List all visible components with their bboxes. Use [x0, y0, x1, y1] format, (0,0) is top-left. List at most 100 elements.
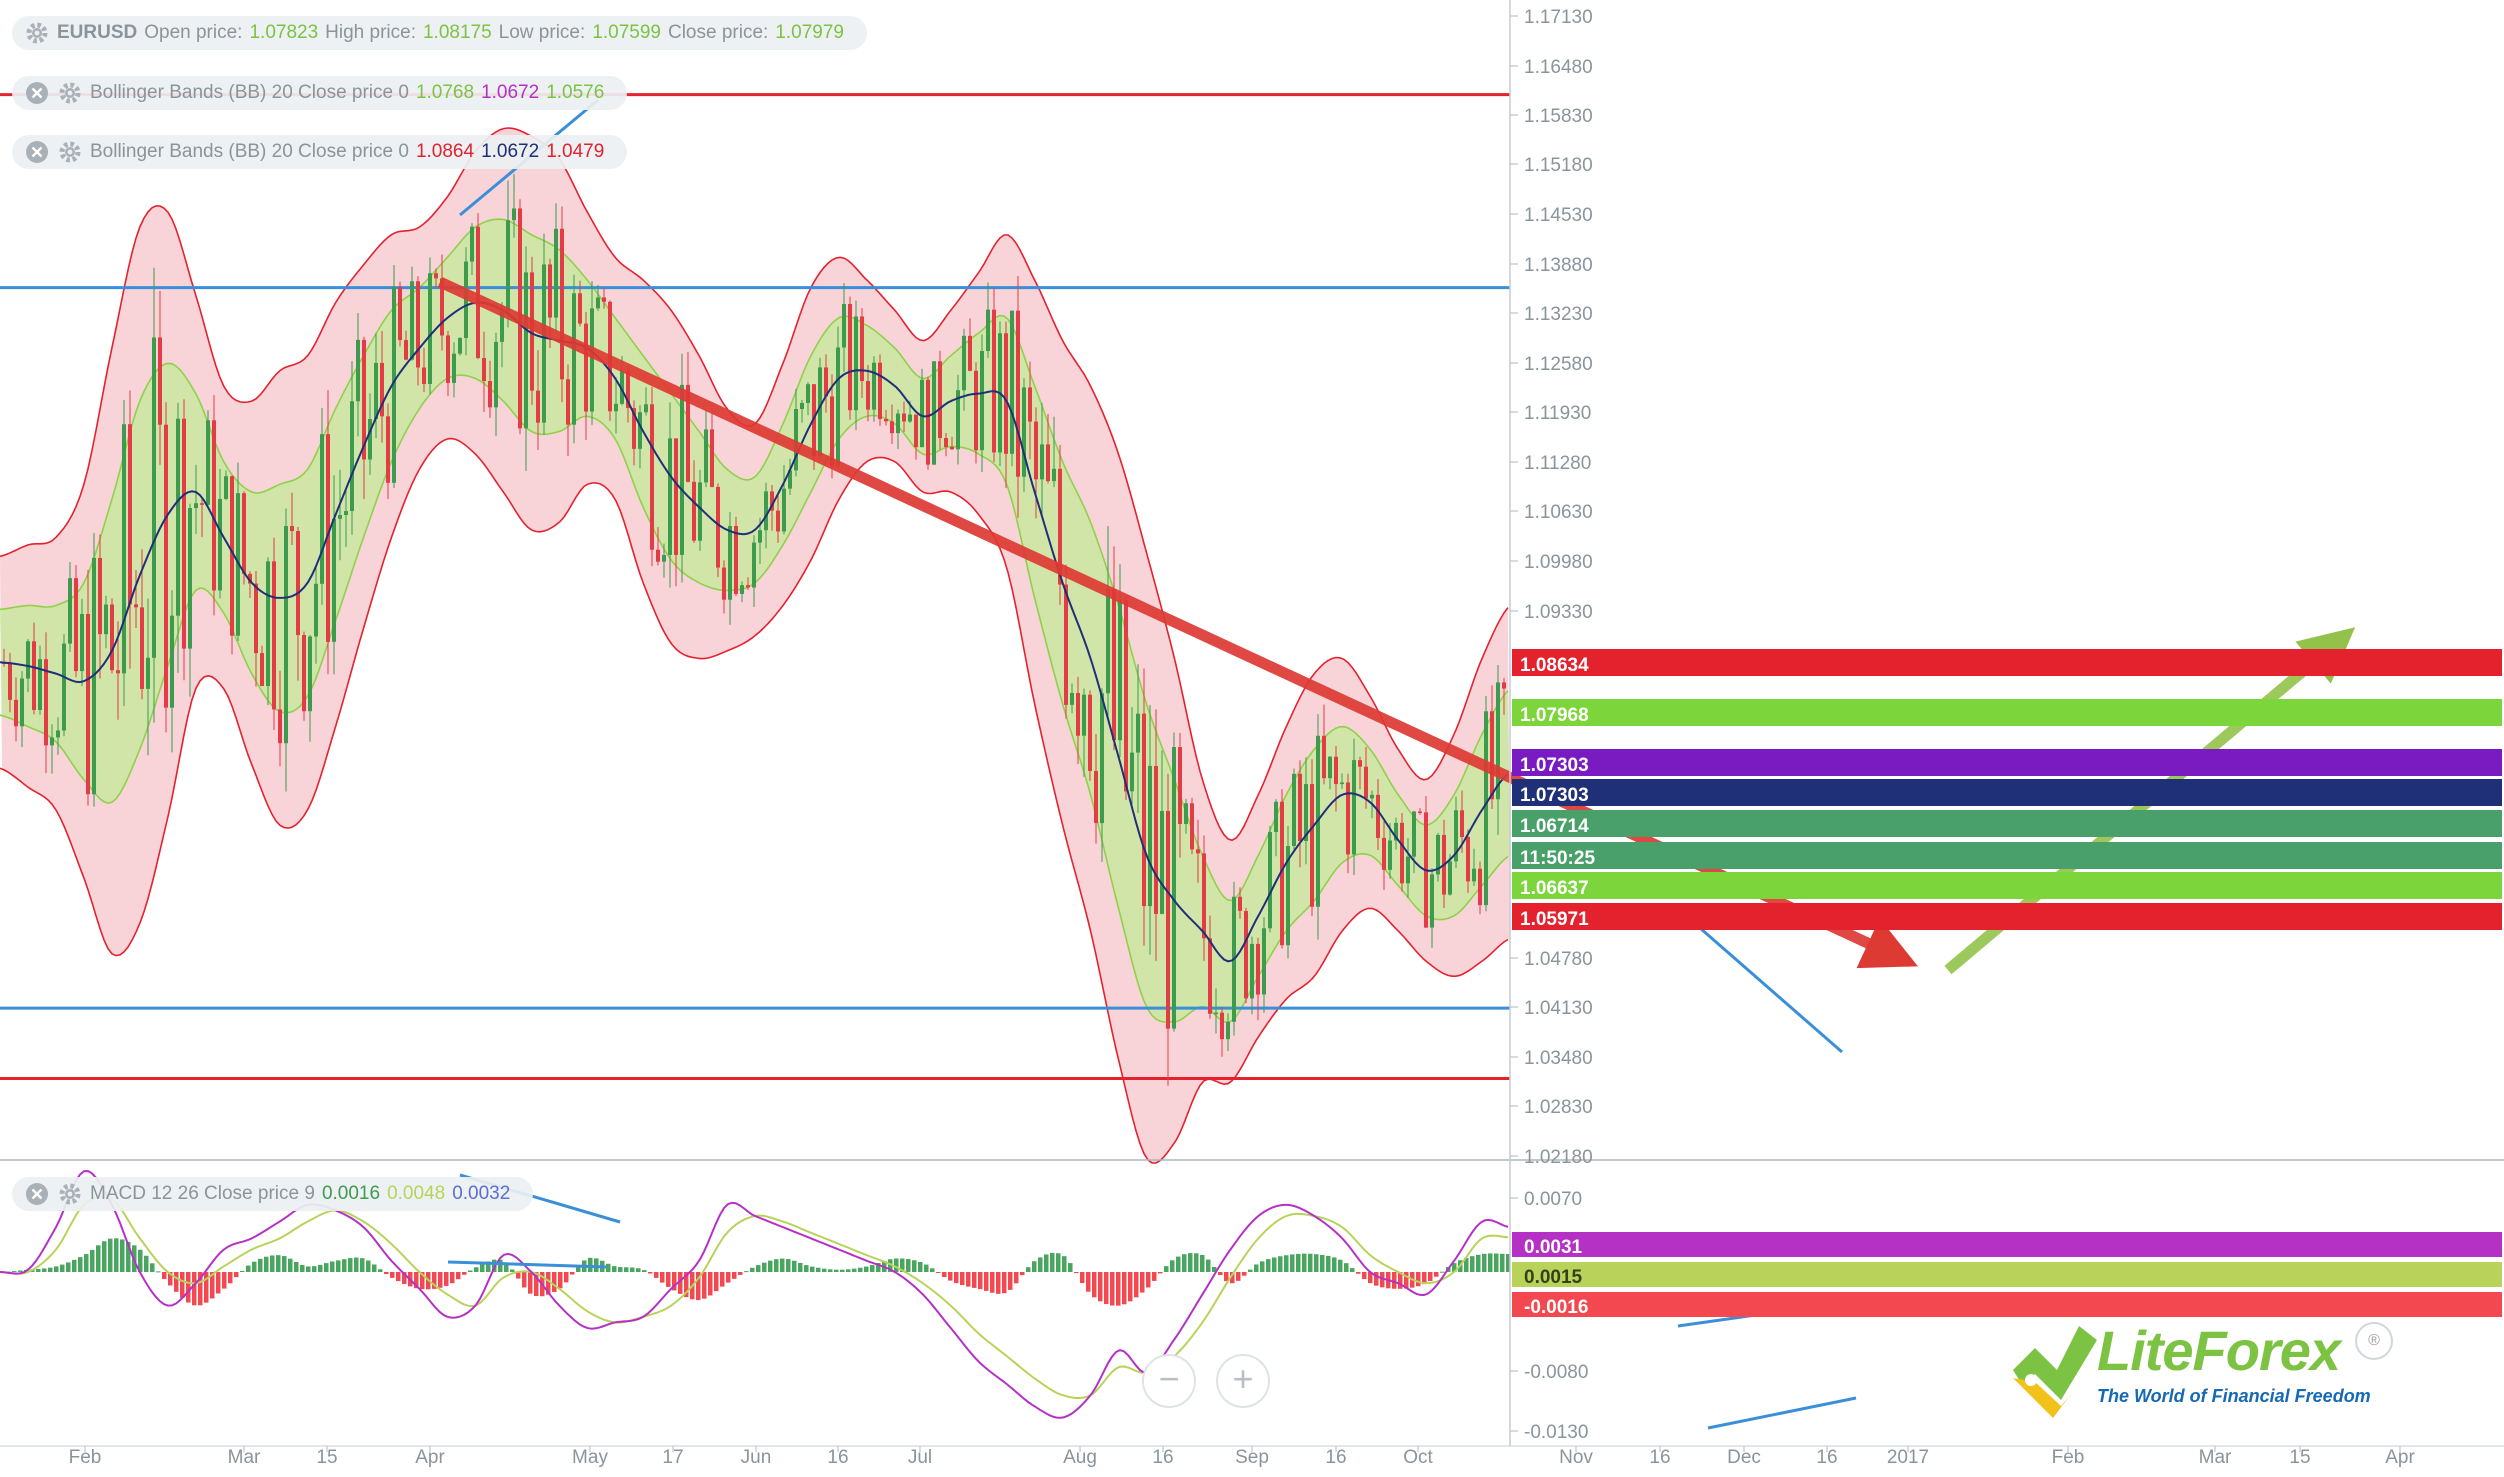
low-value: 1.07599	[592, 22, 661, 43]
y-tick-label: 1.02830	[1524, 1097, 1593, 1118]
macd-histogram-bar	[18, 1270, 23, 1272]
candle-body	[776, 510, 780, 532]
candle-body	[326, 434, 330, 642]
macd-histogram-bar	[564, 1272, 569, 1283]
macd-histogram-value: 0.0016	[321, 1183, 381, 1204]
candle-body	[1052, 468, 1056, 482]
macd-histogram-bar	[1014, 1272, 1019, 1284]
candle-body	[992, 309, 996, 453]
candle-body	[1130, 752, 1134, 792]
close-icon[interactable]	[24, 139, 50, 165]
macd-histogram-bar	[1404, 1272, 1409, 1289]
candle-body	[644, 404, 648, 413]
macd-histogram-bar	[90, 1249, 95, 1272]
candle-body	[1172, 747, 1176, 1029]
liteforex-logo: LiteForex The World of Financial Freedom…	[2005, 1318, 2395, 1428]
candle-body	[560, 228, 564, 380]
gear-icon[interactable]	[24, 20, 50, 46]
candle-body	[134, 604, 138, 608]
price-badge	[1512, 779, 2502, 806]
candle-body	[842, 303, 846, 348]
indicator-bb-inner: Bollinger Bands (BB) 20 Close price 0 1.…	[12, 76, 628, 110]
close-icon[interactable]	[24, 80, 50, 106]
macd-histogram-bar	[144, 1255, 149, 1272]
y-tick-label: 1.04130	[1524, 998, 1593, 1019]
price-badge-label: 1.05971	[1520, 909, 1589, 930]
macd-histogram-bar	[1134, 1272, 1139, 1298]
candle-body	[1436, 834, 1440, 875]
candle-body	[602, 297, 606, 302]
candle-body	[836, 347, 840, 467]
candle-body	[1400, 822, 1404, 884]
macd-histogram-bar	[1350, 1268, 1355, 1272]
candle-body	[1022, 387, 1026, 477]
gear-icon[interactable]	[57, 139, 83, 165]
candle-body	[50, 737, 54, 746]
macd-histogram-bar	[1140, 1272, 1145, 1293]
macd-histogram-bar	[648, 1272, 653, 1274]
candle-body	[140, 607, 144, 689]
candle-body	[1412, 811, 1416, 857]
candle-body	[938, 361, 942, 439]
macd-histogram-bar	[894, 1258, 899, 1272]
candle-body	[122, 424, 126, 674]
macd-histogram-bar	[108, 1238, 113, 1272]
candle-body	[1196, 849, 1200, 854]
macd-histogram-bar	[1200, 1255, 1205, 1272]
macd-histogram-bar	[318, 1264, 323, 1272]
macd-histogram-bar	[666, 1272, 671, 1287]
macd-histogram-bar	[840, 1269, 845, 1272]
candle-body	[824, 367, 828, 397]
macd-histogram-bar	[774, 1259, 779, 1272]
candle-body	[1082, 694, 1086, 736]
macd-y-label: -0.0130	[1524, 1422, 1588, 1443]
macd-histogram-bar	[1050, 1252, 1055, 1272]
candle-body	[38, 659, 42, 710]
macd-histogram-bar	[1080, 1272, 1085, 1284]
macd-histogram-bar	[570, 1272, 575, 1275]
macd-histogram-bar	[1398, 1272, 1403, 1289]
candle-body	[1358, 760, 1362, 767]
macd-histogram-bar	[1158, 1272, 1163, 1274]
candle-body	[152, 337, 156, 658]
macd-histogram-bar	[948, 1272, 953, 1281]
macd-histogram-bar	[36, 1268, 41, 1272]
macd-histogram-bar	[546, 1272, 551, 1295]
macd-histogram-bar	[1464, 1257, 1469, 1272]
macd-histogram-bar	[1344, 1263, 1349, 1272]
macd-histogram-bar	[1086, 1272, 1091, 1292]
candle-body	[404, 340, 408, 360]
candle-body	[950, 446, 954, 450]
macd-badge	[1512, 1262, 2502, 1287]
zoom-out-button[interactable]: −	[1142, 1354, 1196, 1408]
candle-body	[1484, 711, 1488, 906]
zoom-in-button[interactable]: +	[1216, 1354, 1270, 1408]
macd-histogram-bar	[528, 1272, 533, 1294]
candle-body	[338, 515, 342, 519]
candle-body	[320, 434, 324, 584]
candle-body	[266, 561, 270, 687]
candle-body	[854, 316, 858, 411]
macd-histogram-bar	[762, 1262, 767, 1272]
open-value: 1.07823	[249, 22, 319, 43]
candle-body	[1466, 837, 1470, 882]
candle-body	[662, 554, 666, 562]
macd-histogram-bar	[612, 1266, 617, 1272]
close-icon[interactable]	[24, 1181, 50, 1207]
macd-histogram-bar	[954, 1272, 959, 1284]
gear-icon[interactable]	[57, 80, 83, 106]
candle-body	[194, 503, 198, 509]
macd-histogram-bar	[1296, 1253, 1301, 1272]
candle-body	[470, 226, 474, 262]
gear-icon[interactable]	[57, 1181, 83, 1207]
candle-body	[452, 353, 456, 383]
candle-body	[692, 481, 696, 541]
macd-histogram-bar	[468, 1270, 473, 1272]
macd-histogram-bar	[726, 1272, 731, 1283]
logo-name: LiteForex	[2097, 1319, 2341, 1382]
macd-histogram-bar	[642, 1270, 647, 1272]
macd-histogram-bar	[822, 1268, 827, 1272]
divergence-line	[1707, 1396, 1857, 1430]
macd-histogram-bar	[1506, 1254, 1511, 1272]
